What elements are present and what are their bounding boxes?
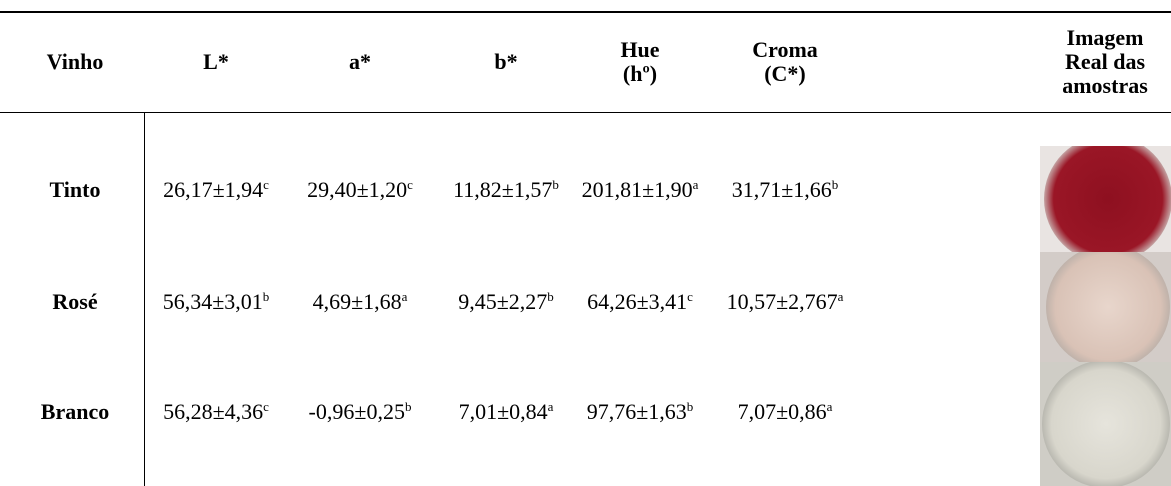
cell-value: 10,57±2,767 [727, 289, 838, 314]
cell-value: 7,07±0,86 [738, 399, 827, 424]
cell-value: 56,28±4,36 [163, 399, 263, 424]
table-cell: 64,26±3,41c [587, 290, 693, 314]
column-header: a* [349, 50, 371, 74]
table-cell: 26,17±1,94c [163, 178, 269, 202]
row-label: Tinto [50, 178, 101, 202]
header-line: Croma [752, 38, 818, 62]
header-line: (C*) [752, 62, 818, 86]
table-cell: 7,01±0,84a [459, 400, 554, 424]
cell-value: 7,01±0,84 [459, 399, 548, 424]
significance-letter: c [263, 399, 269, 414]
cell-value: 11,82±1,57 [453, 177, 552, 202]
significance-letter: a [402, 289, 408, 304]
table-cell: 7,07±0,86a [738, 400, 833, 424]
cell-value: 9,45±2,27 [458, 289, 547, 314]
cell-value: 64,26±3,41 [587, 289, 687, 314]
column-header: Vinho [47, 50, 104, 74]
table-cell: -0,96±0,25b [309, 400, 412, 424]
cell-value: 4,69±1,68 [313, 289, 402, 314]
table-cell: 10,57±2,767a [727, 290, 844, 314]
column-header: b* [494, 50, 517, 74]
significance-letter: a [827, 399, 833, 414]
header-line: b* [494, 50, 517, 74]
column-header: Hue(hº) [620, 38, 659, 86]
page: Vinho L* a* b* Hue(hº) Croma(C*) ImagemReal da… [0, 0, 1171, 486]
rose-sample [1040, 245, 1171, 369]
cell-value: 56,34±3,01 [163, 289, 263, 314]
significance-letter: c [263, 177, 269, 192]
significance-letter: b [263, 289, 270, 304]
column-header: Croma(C*) [752, 38, 818, 86]
table-cell: 11,82±1,57b [453, 178, 559, 202]
header-line: (hº) [620, 62, 659, 86]
table-cell: 29,40±1,20c [307, 178, 413, 202]
significance-letter: a [548, 399, 554, 414]
table-cell: 4,69±1,68a [313, 290, 408, 314]
header-line: Hue [620, 38, 659, 62]
significance-letter: c [687, 289, 693, 304]
cell-value: 29,40±1,20 [307, 177, 407, 202]
tinto-sample [1040, 135, 1171, 263]
cell-value: 97,76±1,63 [587, 399, 687, 424]
row-label: Branco [41, 400, 109, 424]
header-line: Imagem [1062, 26, 1148, 50]
table-cell: 56,34±3,01b [163, 290, 270, 314]
table-cell: 31,71±1,66b [732, 178, 839, 202]
significance-letter: c [407, 177, 413, 192]
column-header: L* [203, 50, 229, 74]
cell-value: 31,71±1,66 [732, 177, 832, 202]
significance-letter: b [552, 177, 559, 192]
significance-letter: b [687, 399, 694, 414]
header-line: Vinho [47, 50, 104, 74]
table-cell: 9,45±2,27b [458, 290, 554, 314]
cell-value: 201,81±1,90 [582, 177, 693, 202]
significance-letter: b [405, 399, 412, 414]
header-line: Real das [1062, 50, 1148, 74]
row-label: Rosé [52, 290, 97, 314]
table-cell: 201,81±1,90a [582, 178, 699, 202]
significance-letter: a [838, 289, 844, 304]
header-line: amostras [1062, 74, 1148, 98]
significance-letter: b [547, 289, 554, 304]
significance-letter: a [693, 177, 699, 192]
table-cell: 56,28±4,36c [163, 400, 269, 424]
cell-value: -0,96±0,25 [309, 399, 405, 424]
table-cell: 97,76±1,63b [587, 400, 694, 424]
header-line: L* [203, 50, 229, 74]
cell-value: 26,17±1,94 [163, 177, 263, 202]
branco-sample [1040, 360, 1171, 486]
header-line: a* [349, 50, 371, 74]
significance-letter: b [832, 177, 839, 192]
